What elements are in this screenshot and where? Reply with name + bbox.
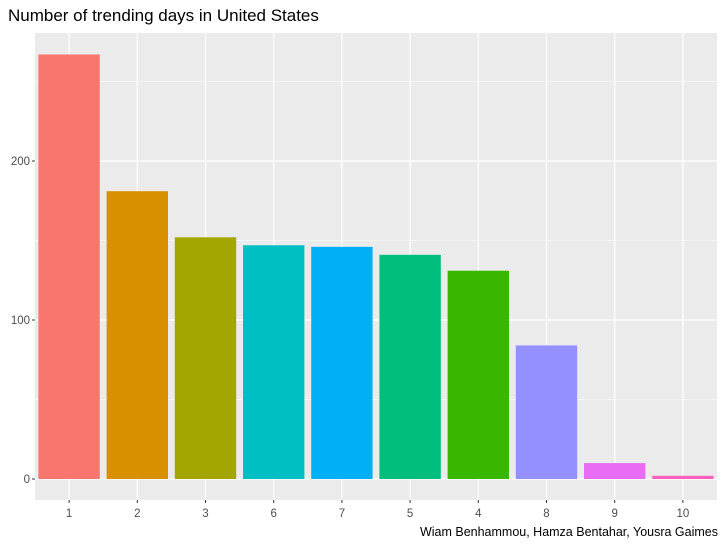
bar-8 [515, 345, 578, 479]
y-tick-label: 0 [24, 474, 30, 486]
chart-caption: Wiam Benhammou, Hamza Bentahar, Yousra G… [419, 525, 718, 539]
bar-10 [652, 475, 714, 479]
x-tick-label: 1 [66, 508, 72, 520]
bar-9 [584, 463, 646, 479]
y-tick-label: 200 [11, 156, 30, 168]
x-tick-label: 8 [543, 508, 549, 520]
x-tick-label: 9 [611, 508, 617, 520]
bar-7 [311, 246, 373, 479]
x-tick-label: 7 [339, 508, 345, 520]
bar-4 [447, 270, 509, 479]
x-tick-label: 4 [475, 508, 482, 520]
x-tick-label: 10 [677, 508, 690, 520]
bar-1 [38, 54, 100, 479]
bar-2 [106, 191, 168, 479]
x-tick-label: 2 [134, 508, 140, 520]
x-tick-label: 6 [270, 508, 276, 520]
bar-3 [174, 237, 237, 479]
bar-5 [379, 254, 441, 479]
x-tick-label: 3 [202, 508, 208, 520]
chart-title: Number of trending days in United States [8, 6, 319, 25]
x-tick-label: 5 [407, 508, 413, 520]
bar-6 [243, 245, 305, 479]
y-tick-label: 100 [11, 315, 30, 327]
